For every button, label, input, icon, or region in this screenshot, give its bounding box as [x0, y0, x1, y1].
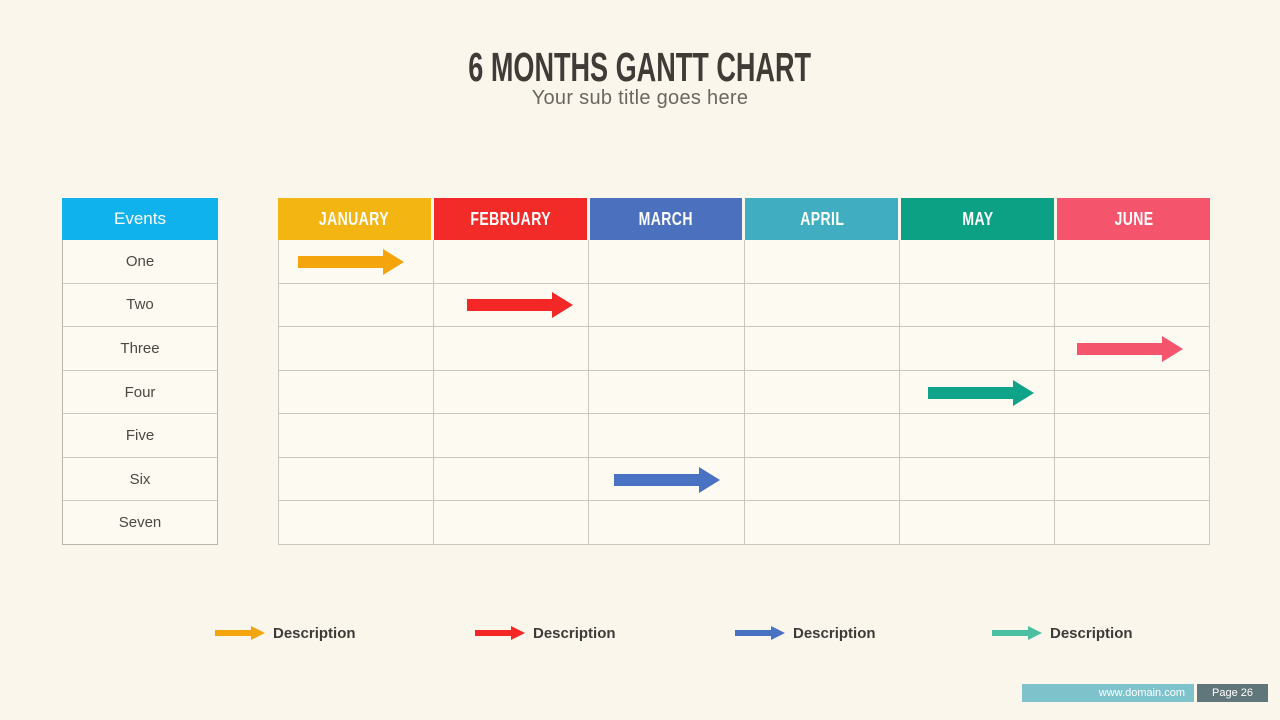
legend-arrow-icon: [215, 625, 265, 641]
gantt-cell-r6-c3: [589, 457, 745, 502]
month-header-may: MAY: [901, 198, 1055, 240]
legend-label: Description: [1050, 624, 1133, 642]
gantt-cell-r4-c5: [899, 370, 1055, 415]
event-row-four: Four: [63, 371, 217, 415]
legend-item-2: Description: [475, 618, 616, 648]
month-header-january: JANUARY: [278, 198, 431, 240]
legend-label: Description: [273, 624, 356, 642]
events-table-rows: One Two Three Four Five Six Seven: [62, 240, 218, 545]
month-header-row: JANUARY FEBRUARY MARCH APRIL MAY JUNE: [278, 198, 1210, 240]
event-row-seven: Seven: [118, 514, 162, 532]
month-header-april: APRIL: [745, 198, 899, 240]
gantt-cell-r2-c1: [279, 283, 435, 328]
gantt-cell-r3-c2: [434, 327, 590, 371]
gantt-cell-r4-c6: [1054, 370, 1210, 415]
gantt-cell-r1-c4: [744, 240, 900, 284]
gantt-cell-r2-c5: [899, 283, 1055, 328]
legend-arrow-icon: [475, 625, 525, 641]
gantt-cell-r2-c2: [434, 283, 590, 328]
gantt-cell-r4-c4: [744, 370, 900, 415]
gantt-cell-r7-c3: [589, 501, 745, 545]
gantt-cell-r1-c2: [434, 240, 590, 284]
page-title-text: 6 MONTHS GANTT CHART: [468, 44, 812, 90]
gantt-table: JANUARY FEBRUARY MARCH APRIL MAY JUNE: [278, 198, 1210, 545]
gantt-grid: [278, 240, 1210, 545]
legend-item-4: Description: [992, 618, 1133, 648]
events-table-header: Events: [62, 198, 218, 240]
gantt-cell-r5-c5: [899, 414, 1055, 458]
gantt-cell-r7-c2: [434, 501, 590, 545]
gantt-cell-r7-c6: [1054, 501, 1210, 545]
event-row-five: Five: [63, 414, 217, 458]
event-row-one: One: [63, 240, 217, 284]
website-link[interactable]: www.domain.com: [1022, 684, 1194, 702]
page-number-badge: Page 26: [1197, 684, 1268, 702]
event-row-six: Six: [63, 458, 217, 502]
gantt-cell-r1-c5: [899, 240, 1055, 284]
gantt-cell-r5-c2: [434, 414, 590, 458]
gantt-cell-r2-c6: [1054, 283, 1210, 328]
gantt-cell-r3-c3: [589, 327, 745, 371]
gantt-cell-r6-c6: [1054, 457, 1210, 502]
gantt-cell-r5-c1: [279, 414, 435, 458]
month-header-march: MARCH: [589, 198, 743, 240]
events-table: Events One Two Three Four Five Six Seven: [62, 198, 218, 545]
gantt-cell-r6-c2: [434, 457, 590, 502]
gantt-cell-r3-c1: [279, 327, 435, 371]
gantt-cell-r4-c2: [434, 370, 590, 415]
gantt-cell-r5-c3: [589, 414, 745, 458]
month-header-june: JUNE: [1057, 198, 1210, 240]
legend-item-3: Description: [735, 618, 876, 648]
gantt-cell-r1-c3: [589, 240, 745, 284]
gantt-cell-r2-c4: [744, 283, 900, 328]
gantt-cell-r4-c3: [589, 370, 745, 415]
month-header-february: FEBRUARY: [433, 198, 587, 240]
gantt-cell-r7-c4: [744, 501, 900, 545]
legend-arrow-icon: [992, 625, 1042, 641]
gantt-cell-r7-c1: [279, 501, 435, 545]
page-title: 6 MONTHS GANTT CHART: [0, 46, 1280, 88]
gantt-cell-r5-c4: [744, 414, 900, 458]
gantt-cell-r2-c3: [589, 283, 745, 328]
legend-label: Description: [533, 624, 616, 642]
legend-label: Description: [793, 624, 876, 642]
gantt-cell-r4-c1: [279, 370, 435, 415]
gantt-cell-r5-c6: [1054, 414, 1210, 458]
legend-arrow-icon: [735, 625, 785, 641]
gantt-cell-r6-c5: [899, 457, 1055, 502]
event-row-three: Three: [63, 327, 217, 371]
gantt-cell-r6-c4: [744, 457, 900, 502]
gantt-cell-r3-c5: [899, 327, 1055, 371]
gantt-cell-r3-c6: [1054, 327, 1210, 371]
event-row-two: Two: [63, 284, 217, 328]
gantt-cell-r3-c4: [744, 327, 900, 371]
gantt-cell-r1-c6: [1054, 240, 1210, 284]
page-subtitle: Your sub title goes here: [531, 87, 749, 109]
gantt-cell-r7-c5: [899, 501, 1055, 545]
gantt-cell-r6-c1: [279, 457, 435, 502]
gantt-cell-r1-c1: [279, 240, 435, 284]
legend-item-1: Description: [215, 618, 356, 648]
